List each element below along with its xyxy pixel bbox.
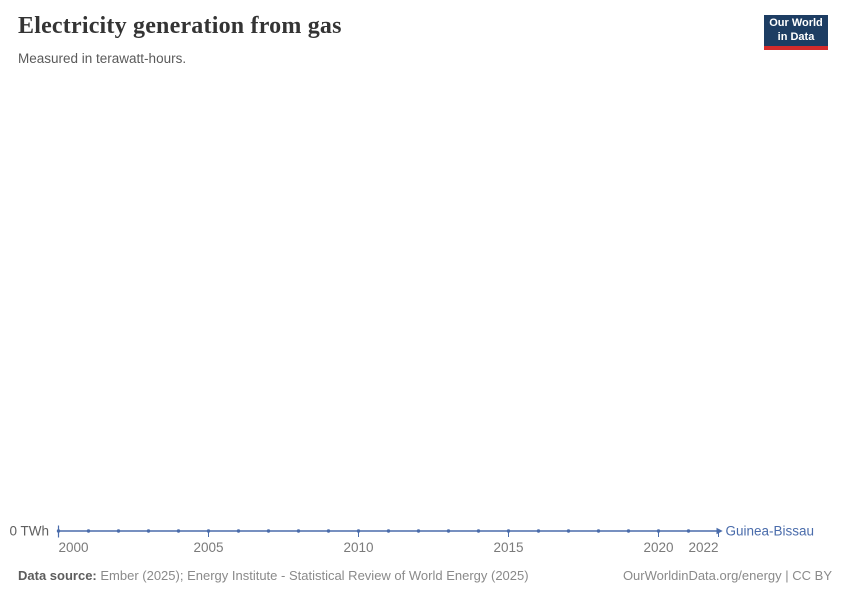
data-point[interactable]	[446, 529, 451, 533]
data-source-label: Data source:	[18, 568, 97, 583]
data-point[interactable]	[266, 529, 271, 533]
data-point[interactable]	[116, 529, 121, 533]
y-axis-label: 0 TWh	[9, 524, 49, 539]
chart-footer: Data source: Ember (2025); Energy Instit…	[18, 568, 832, 583]
attribution-link[interactable]: OurWorldinData.org/energy | CC BY	[622, 568, 832, 583]
data-point[interactable]	[86, 529, 91, 533]
data-point[interactable]	[566, 529, 571, 533]
series-end-arrow	[716, 527, 723, 535]
owid-logo-line1: Our World	[769, 17, 823, 30]
data-point[interactable]	[296, 529, 301, 533]
data-point[interactable]	[416, 529, 421, 533]
data-source-note: Data source: Ember (2025); Energy Instit…	[18, 568, 529, 583]
x-tick-label: 2020	[643, 540, 673, 555]
data-point[interactable]	[176, 529, 181, 533]
x-tick-label: 2010	[343, 540, 373, 555]
data-point[interactable]	[236, 529, 241, 533]
owid-logo: Our World in Data	[764, 15, 828, 50]
x-tick-label: 2015	[493, 540, 523, 555]
data-point[interactable]	[476, 529, 481, 533]
plot-area: 2000 2005 2010 2015 2020 2022 0 TWh Guinea-Biss…	[0, 495, 850, 573]
x-tick-label: 2022	[688, 540, 718, 555]
entity-label[interactable]: Guinea-Bissau	[726, 524, 815, 539]
x-tick-label: 2000	[59, 540, 89, 555]
x-tick-label: 2005	[193, 540, 223, 555]
chart-title: Electricity generation from gas	[18, 13, 342, 39]
data-point[interactable]	[56, 529, 61, 533]
data-point[interactable]	[386, 529, 391, 533]
line-chart-svg: 2000 2005 2010 2015 2020 2022 0 TWh Guinea-Biss…	[9, 524, 815, 556]
data-point[interactable]	[146, 529, 151, 533]
data-point[interactable]	[686, 529, 691, 533]
data-source-text: Ember (2025); Energy Institute - Statist…	[96, 568, 529, 583]
data-point[interactable]	[326, 529, 331, 533]
chart-subtitle: Measured in terawatt-hours.	[18, 51, 187, 66]
owid-logo-line2: in Data	[777, 30, 815, 43]
data-point[interactable]	[626, 529, 631, 533]
data-point[interactable]	[596, 529, 601, 533]
data-point[interactable]	[536, 529, 541, 533]
